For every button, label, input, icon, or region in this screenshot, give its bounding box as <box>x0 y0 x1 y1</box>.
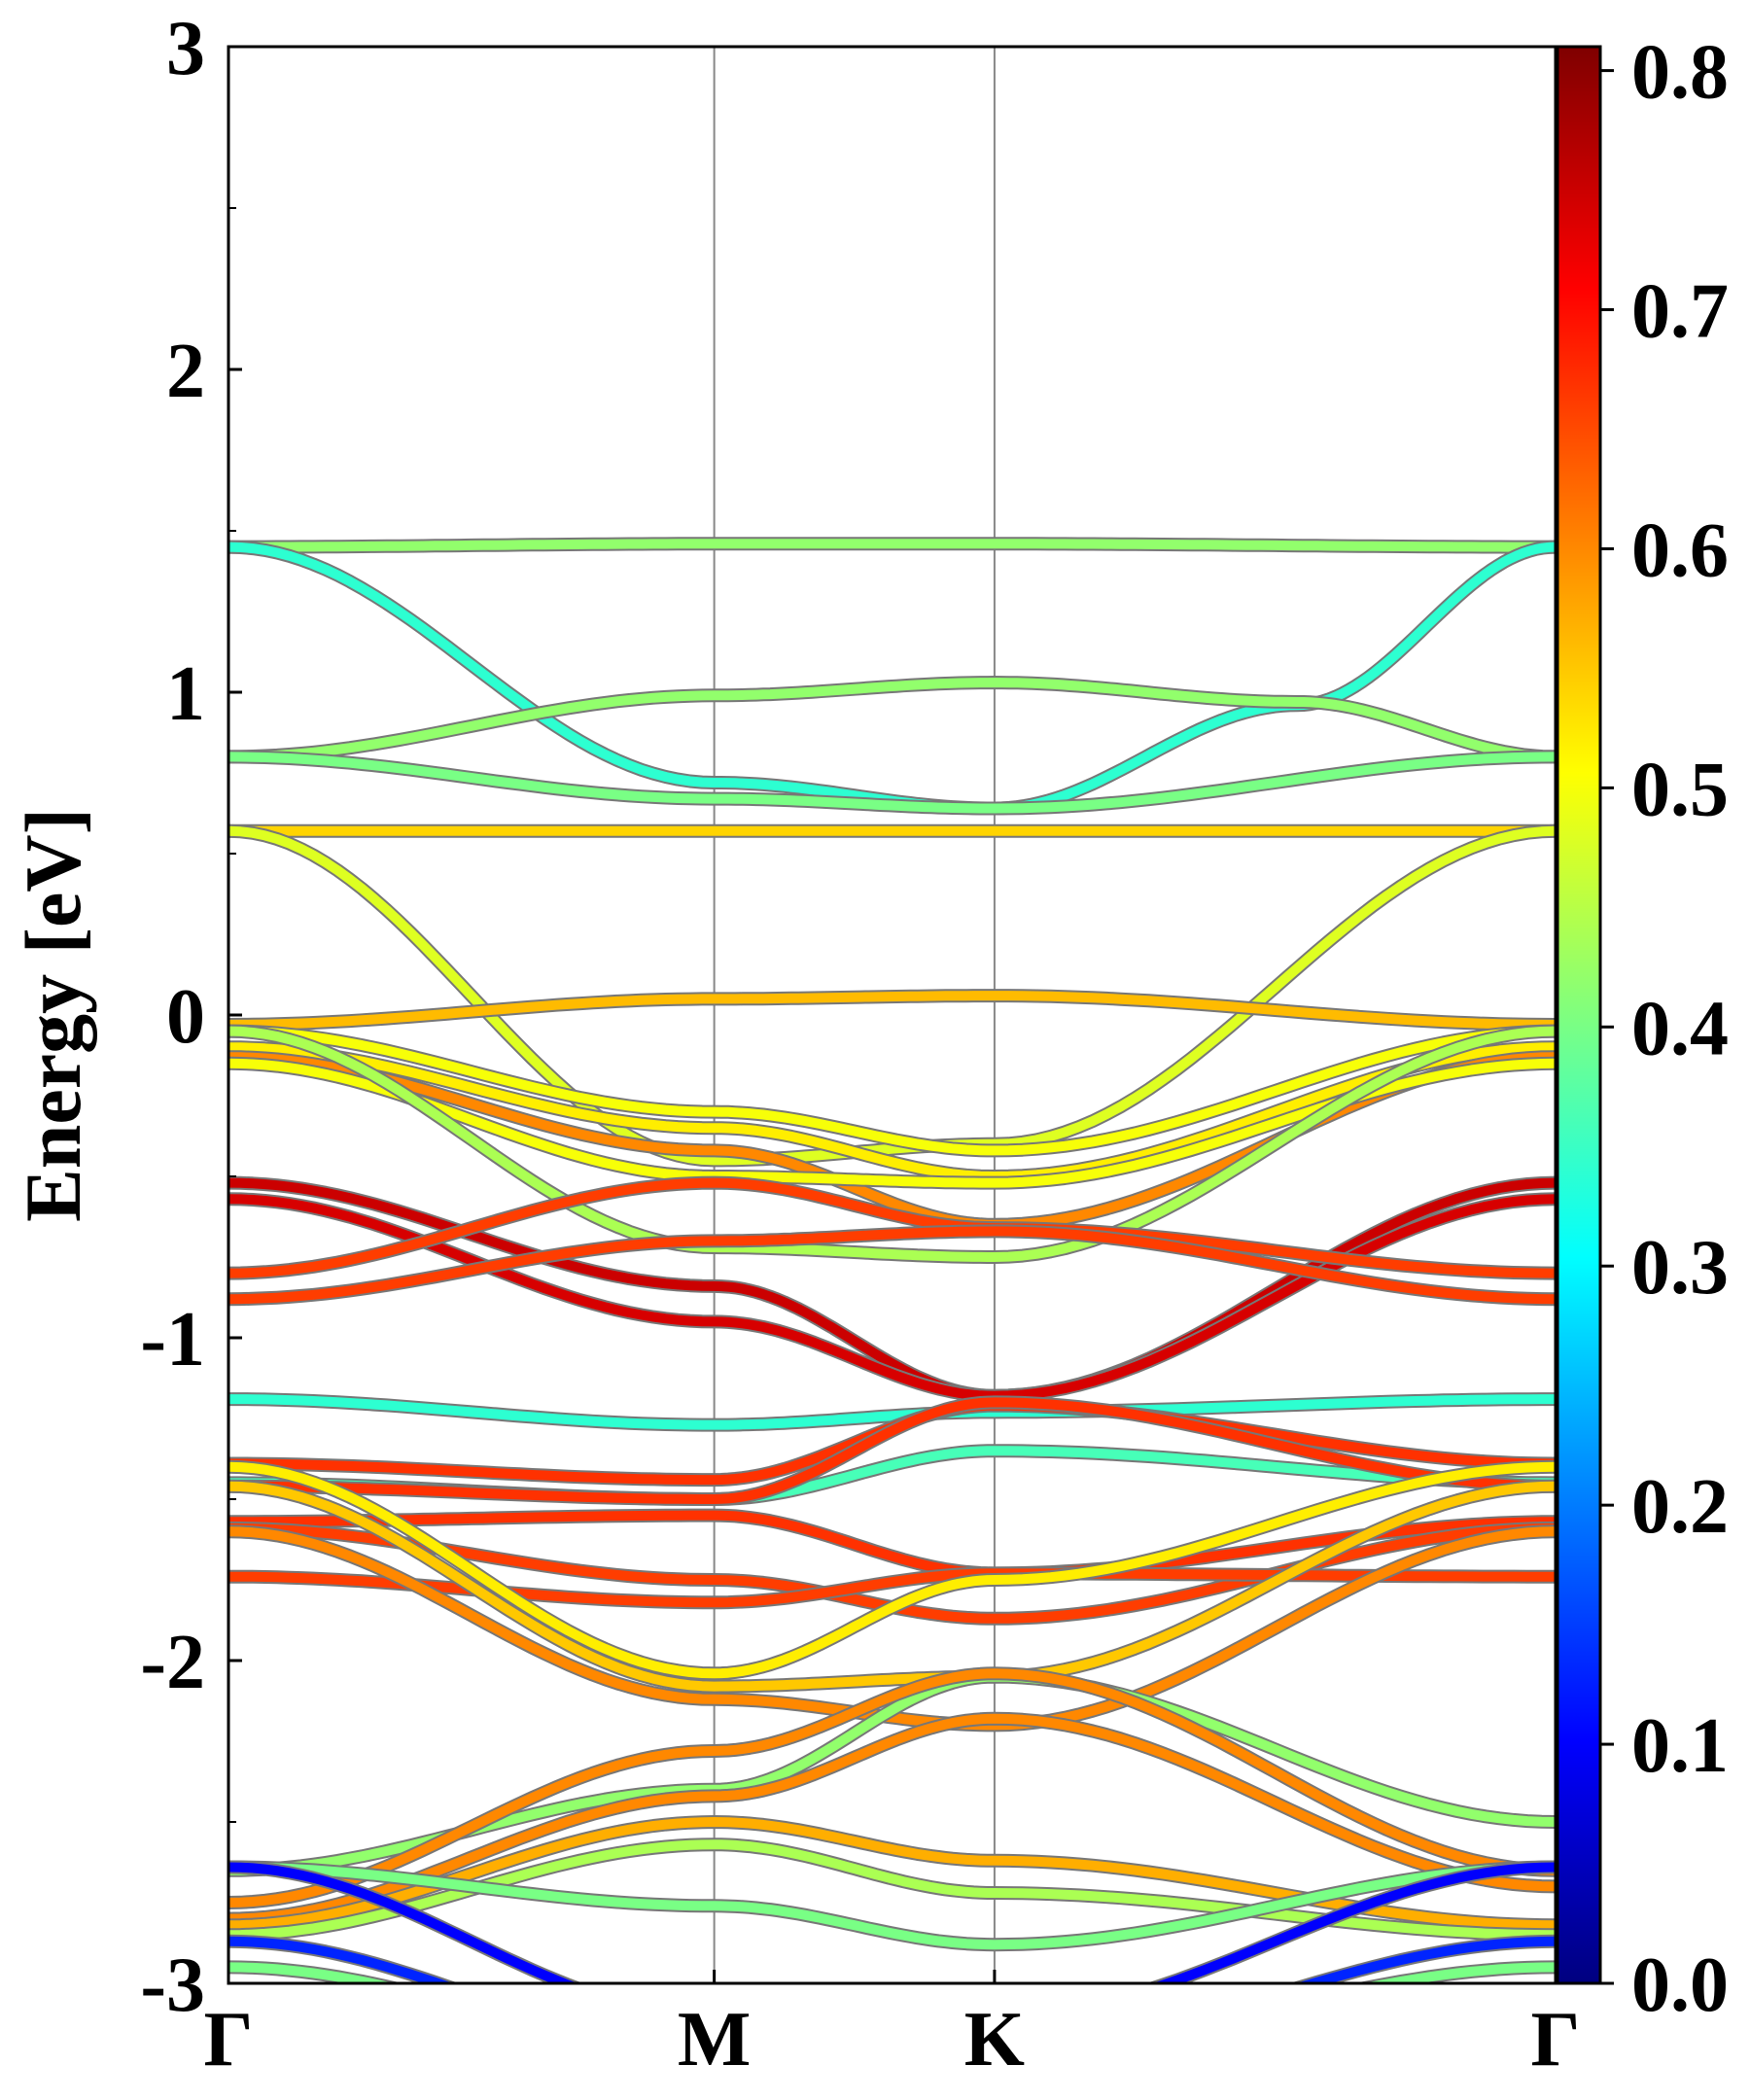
band-line <box>228 1936 1556 1983</box>
colorbar-tick-label: 0.7 <box>1631 269 1729 355</box>
band-line <box>228 1394 1556 1430</box>
band-line <box>228 1668 1556 1908</box>
band-line <box>228 1713 1556 1924</box>
y-tick-label: 2 <box>166 329 205 414</box>
colorbar-tick-label: 0.2 <box>1631 1464 1729 1550</box>
colorbar-tick-label: 0.6 <box>1631 508 1729 593</box>
x-tick-label: Γ <box>204 1997 254 2082</box>
band-line <box>228 1194 1556 1401</box>
band-lines <box>228 537 1556 1983</box>
band-line <box>228 539 1556 552</box>
colorbar-tick-label: 0.0 <box>1631 1942 1729 2028</box>
colorbar-tick-label: 0.3 <box>1631 1225 1729 1311</box>
band-line <box>228 1026 1556 1156</box>
y-tick-label: 0 <box>166 974 205 1060</box>
axes: -3 -2 -1 0 1 2 3 Γ M K Γ <box>140 6 1580 2082</box>
band-line <box>228 1400 1556 1486</box>
y-tick-label: 1 <box>166 651 205 737</box>
x-tick-label: M <box>678 1997 752 2082</box>
band-line <box>228 1862 1556 1983</box>
band-line <box>228 1481 1556 1692</box>
band-line <box>228 1177 1556 1278</box>
y-tick-label: -1 <box>140 1297 205 1382</box>
colorbar-axis: 0.0 0.1 0.2 0.3 0.4 0.5 0.6 0.7 0.8 <box>1600 30 1729 2028</box>
y-axis-title: Energy [eV] <box>9 808 97 1222</box>
band-line <box>228 1226 1556 1305</box>
band-line-outline <box>228 676 1556 764</box>
y-tick-label: -2 <box>140 1620 205 1705</box>
band-line <box>228 1058 1556 1188</box>
band-line <box>228 1510 1556 1579</box>
x-tick-label: K <box>964 1997 1025 2082</box>
band-line <box>228 1817 1556 1931</box>
band-line <box>228 752 1556 814</box>
band-line-outline <box>228 1934 1556 1983</box>
band-line <box>228 1026 1556 1262</box>
band-line <box>228 1397 1556 1504</box>
band-line <box>228 1461 1556 1679</box>
band-line <box>228 678 1556 762</box>
colorbar-tick-label: 0.4 <box>1631 986 1729 1071</box>
colorbar-tick-label: 0.8 <box>1631 30 1729 116</box>
y-tick-label: 3 <box>166 6 205 91</box>
band-line <box>228 1862 1556 1950</box>
colorbar-tick-label: 0.1 <box>1631 1703 1729 1789</box>
band-line <box>228 991 1556 1030</box>
colorbar <box>1556 45 1602 1985</box>
y-tick-label: -3 <box>140 1942 205 2028</box>
colorbar-tick-label: 0.5 <box>1631 747 1729 832</box>
band-line-outline <box>228 750 1556 816</box>
x-tick-label: Γ <box>1531 1997 1581 2082</box>
band-line <box>228 1042 1556 1181</box>
gridlines <box>713 47 996 1983</box>
